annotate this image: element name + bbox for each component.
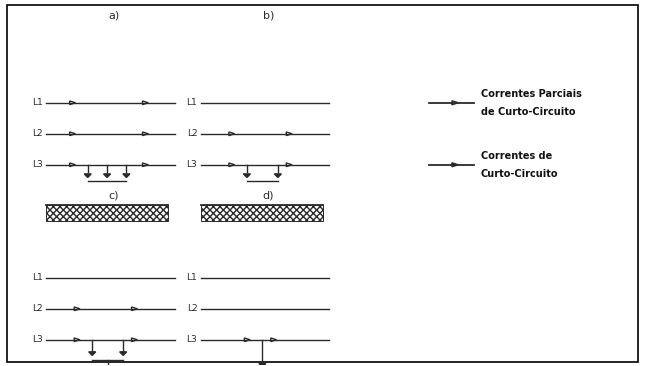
Text: d): d)	[262, 191, 274, 201]
Text: L1: L1	[187, 273, 197, 282]
Text: Curto-Circuito: Curto-Circuito	[481, 169, 558, 179]
Text: L2: L2	[32, 304, 43, 313]
Polygon shape	[259, 363, 266, 366]
Polygon shape	[84, 174, 91, 178]
Polygon shape	[123, 174, 130, 178]
Text: L1: L1	[32, 98, 43, 107]
Bar	[46, 205, 169, 221]
Text: L3: L3	[32, 160, 43, 169]
Text: de Curto-Circuito: de Curto-Circuito	[481, 107, 576, 117]
Polygon shape	[452, 163, 458, 167]
Bar	[200, 205, 323, 221]
Text: L1: L1	[32, 273, 43, 282]
Text: Correntes Parciais: Correntes Parciais	[481, 89, 582, 99]
Text: L2: L2	[32, 129, 43, 138]
Polygon shape	[103, 174, 110, 178]
Text: L3: L3	[32, 335, 43, 344]
Polygon shape	[120, 352, 127, 355]
Text: b): b)	[262, 10, 274, 20]
Text: L2: L2	[187, 129, 197, 138]
Text: L3: L3	[187, 160, 197, 169]
Text: L3: L3	[187, 335, 197, 344]
Text: c): c)	[109, 191, 119, 201]
Text: Correntes de: Correntes de	[481, 151, 552, 161]
Polygon shape	[275, 174, 282, 178]
Polygon shape	[244, 174, 251, 178]
Text: L1: L1	[187, 98, 197, 107]
Text: a): a)	[108, 10, 119, 20]
Text: L2: L2	[187, 304, 197, 313]
Polygon shape	[89, 352, 96, 355]
